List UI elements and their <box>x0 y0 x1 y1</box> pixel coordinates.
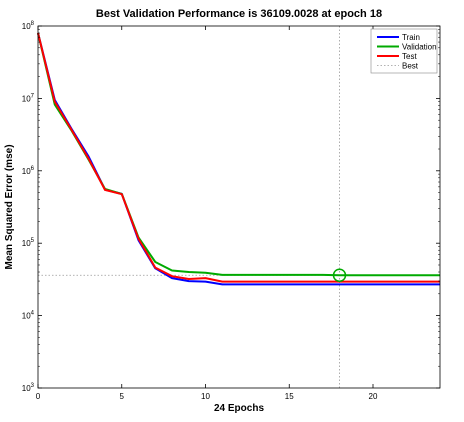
y-axis-ticks: 103 104 105 106 107 108 <box>22 21 440 393</box>
x-tick-label: 10 <box>201 392 210 401</box>
y-tick-label: 107 <box>22 93 35 103</box>
legend-label-test: Test <box>402 52 417 61</box>
legend-label-train: Train <box>402 33 420 42</box>
series-line-test <box>37 32 440 283</box>
y-tick-label: 105 <box>22 238 35 248</box>
best-point-circle <box>332 268 347 282</box>
y-tick-label: 104 <box>22 311 35 321</box>
y-tick-label: 103 <box>22 383 35 393</box>
x-axis-label: 24 Epochs <box>214 403 264 414</box>
y-axis-label: Mean Squared Error (mse) <box>4 144 15 269</box>
chart-title: Best Validation Performance is 36109.002… <box>96 8 382 20</box>
plot-area <box>38 26 440 388</box>
plot-frame <box>37 25 441 389</box>
y-tick-label: 106 <box>22 166 35 176</box>
y-tick-label: 108 <box>22 21 35 31</box>
legend-label-best: Best <box>402 62 419 71</box>
series-lines <box>37 32 440 286</box>
x-tick-label: 0 <box>36 392 41 401</box>
best-point-group <box>332 268 347 282</box>
x-tick-label: 15 <box>285 392 294 401</box>
x-axis-ticks: 0 5 10 15 20 <box>36 26 378 401</box>
x-tick-label: 20 <box>369 392 378 401</box>
legend-label-validation: Validation <box>402 43 437 52</box>
x-tick-label: 5 <box>120 392 125 401</box>
